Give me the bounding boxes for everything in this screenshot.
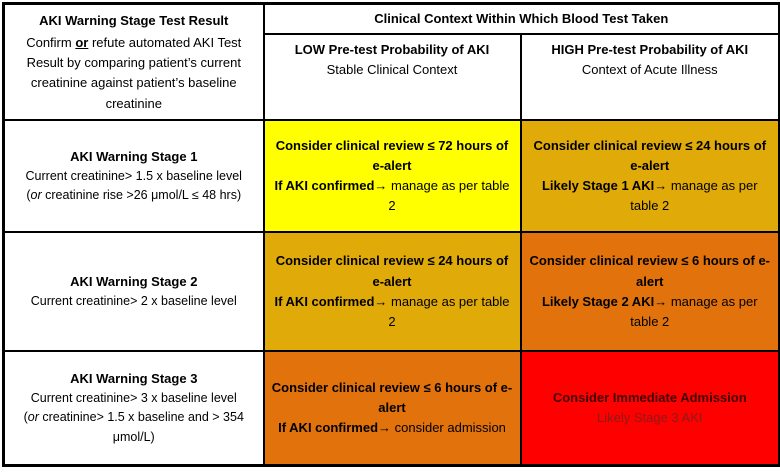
high-probability-subtitle: Context of Acute Illness bbox=[581, 62, 718, 78]
stage-2-low-action-cell: Consider clinical review ≤ 24 hours of e… bbox=[262, 231, 522, 353]
action-review-line: Consider clinical review ≤ 72 hours of e… bbox=[275, 137, 509, 173]
subheader-row: LOW Pre-test Probability of AKI Stable C… bbox=[4, 33, 780, 122]
action-outcome-line: Likely Stage 1 AKI→ manage as per table … bbox=[541, 178, 758, 214]
clinical-context-title: Clinical Context Within Which Blood Test… bbox=[374, 11, 669, 26]
action-review-line: Consider clinical review ≤ 6 hours of e-… bbox=[529, 253, 770, 289]
stage-2-title: AKI Warning Stage 2 bbox=[70, 273, 198, 289]
stage-1-row: AKI Warning Stage 1 Current creatinine> … bbox=[2, 119, 780, 234]
stage-2-high-action-cell: Consider clinical review ≤ 6 hours of e-… bbox=[519, 231, 780, 353]
stage-2-criteria: Current creatinine> 2 x baseline level bbox=[30, 294, 237, 309]
high-probability-title: HIGH Pre-test Probability of AKI bbox=[551, 42, 749, 58]
low-probability-subtitle: Stable Clinical Context bbox=[326, 62, 458, 78]
stage-1-low-action-cell: Consider clinical review ≤ 72 hours of e… bbox=[262, 119, 522, 234]
or-emphasis: or bbox=[75, 35, 89, 51]
action-review-line: Consider clinical review ≤ 24 hours of e… bbox=[533, 137, 767, 173]
or-italic: or bbox=[27, 410, 39, 425]
stage-3-high-action-cell: Consider Immediate Admission Likely Stag… bbox=[519, 350, 780, 467]
high-probability-header-cell: HIGH Pre-test Probability of AKI Context… bbox=[519, 33, 780, 122]
stage-1-definition-cell: AKI Warning Stage 1 Current creatinine> … bbox=[2, 119, 265, 234]
stage-1-criteria: Current creatinine> 1.5 x baseline level… bbox=[25, 168, 242, 203]
action-outcome-line: If AKI confirmed→ consider admission bbox=[278, 419, 506, 435]
action-review-line: Consider clinical review ≤ 6 hours of e-… bbox=[271, 379, 513, 415]
left-header-description: Confirm or refute automated AKI Test Res… bbox=[26, 35, 242, 111]
stage-3-criteria: Current creatinine> 3 x baseline level (… bbox=[23, 390, 244, 444]
stage-2-row: AKI Warning Stage 2 Current creatinine> … bbox=[2, 231, 780, 353]
clinical-context-header-cell: Clinical Context Within Which Blood Test… bbox=[262, 2, 780, 36]
action-outcome-line: If AKI confirmed→ manage as per table 2 bbox=[274, 293, 510, 329]
action-review-line: Consider clinical review ≤ 24 hours of e… bbox=[275, 253, 509, 289]
stage-3-low-action-cell: Consider clinical review ≤ 6 hours of e-… bbox=[262, 350, 522, 467]
action-outcome-line: If AKI confirmed→ manage as per table 2 bbox=[274, 178, 510, 214]
stage-3-definition-cell: AKI Warning Stage 3 Current creatinine> … bbox=[2, 350, 265, 467]
action-outcome-line: Likely Stage 2 AKI→ manage as per table … bbox=[541, 293, 758, 329]
stage-1-high-action-cell: Consider clinical review ≤ 24 hours of e… bbox=[519, 119, 780, 234]
test-result-header-cell: AKI Warning Stage Test Result Confirm or… bbox=[2, 2, 265, 122]
header-row: AKI Warning Stage Test Result Confirm or… bbox=[2, 2, 780, 122]
stage-3-row: AKI Warning Stage 3 Current creatinine> … bbox=[2, 350, 780, 467]
immediate-admission-line: Consider Immediate Admission bbox=[552, 389, 747, 405]
or-italic: or bbox=[30, 188, 42, 203]
stage-2-definition-cell: AKI Warning Stage 2 Current creatinine> … bbox=[2, 231, 265, 353]
low-probability-title: LOW Pre-test Probability of AKI bbox=[294, 42, 490, 58]
likely-stage-3-line: Likely Stage 3 AKI bbox=[597, 409, 703, 425]
stage-1-title: AKI Warning Stage 1 bbox=[70, 148, 198, 164]
low-probability-header-cell: LOW Pre-test Probability of AKI Stable C… bbox=[262, 33, 522, 122]
left-header-title: AKI Warning Stage Test Result bbox=[39, 13, 229, 28]
stage-3-title: AKI Warning Stage 3 bbox=[70, 370, 198, 386]
